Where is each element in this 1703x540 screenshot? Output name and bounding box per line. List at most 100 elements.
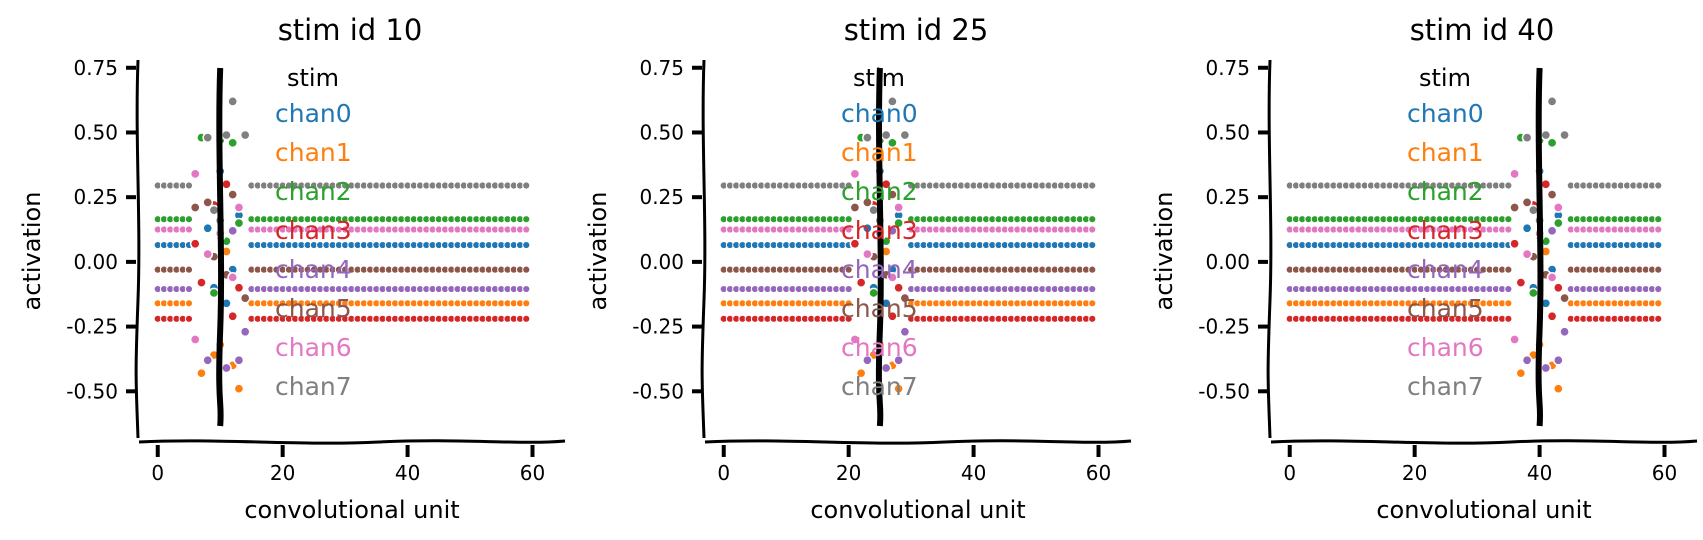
- legend-title: stim: [287, 64, 339, 92]
- data-point: [1546, 272, 1558, 283]
- data-point: [1509, 202, 1520, 213]
- data-point: [1546, 189, 1558, 200]
- data-point: [522, 265, 531, 274]
- data-point: [1654, 299, 1663, 308]
- data-point: [196, 277, 207, 288]
- data-point: [522, 240, 531, 250]
- data-point: [233, 354, 245, 366]
- x-tick-label: 20: [1402, 461, 1427, 485]
- data-point: [1552, 217, 1564, 229]
- legend: stim chan0 chan1 chan2 chan3 chan4 chan5 chan6 c…: [841, 64, 918, 401]
- data-point: [1654, 215, 1663, 224]
- y-axis-label: activation: [584, 192, 612, 311]
- data-point: [1552, 354, 1564, 366]
- y-tick-label: 0.00: [73, 250, 118, 274]
- data-point: [208, 204, 220, 216]
- legend-entry-chan3: chan3: [275, 216, 352, 245]
- data-point: [1504, 181, 1513, 190]
- data-point: [189, 168, 201, 180]
- data-point: [893, 354, 904, 366]
- legend-title: stim: [853, 64, 905, 92]
- data-point: [1654, 240, 1663, 250]
- data-point: [862, 222, 873, 234]
- chart-title: stim id 40: [1410, 13, 1555, 47]
- legend-entry-chan2: chan2: [1407, 177, 1484, 206]
- data-point: [893, 217, 904, 229]
- data-point: [1654, 284, 1663, 294]
- data-point: [849, 168, 861, 180]
- data-point: [1654, 314, 1663, 323]
- y-tick-label: 0.50: [73, 120, 118, 144]
- y-tick-label: 0.00: [1205, 250, 1250, 274]
- data-point: [1509, 168, 1520, 180]
- legend-entry-chan3: chan3: [841, 216, 918, 245]
- x-axis-spine: [1270, 439, 1698, 445]
- data-point: [522, 225, 531, 234]
- data-point: [233, 383, 245, 395]
- y-tick-label: -0.25: [632, 315, 684, 339]
- data-point: [1546, 137, 1558, 149]
- x-tick-label: 40: [961, 461, 986, 485]
- legend-entry-chan3: chan3: [1407, 216, 1484, 245]
- series-chan3: [1285, 178, 1663, 323]
- data-point: [862, 197, 873, 208]
- y-tick-label: 0.75: [1205, 56, 1250, 80]
- legend-entry-chan7: chan7: [841, 372, 918, 401]
- data-point: [1504, 314, 1513, 323]
- data-point: [227, 137, 239, 149]
- data-point: [1540, 178, 1552, 190]
- data-point: [844, 265, 853, 274]
- data-point: [1654, 225, 1663, 234]
- data-point: [855, 277, 867, 288]
- x-tick-label: 0: [1283, 461, 1296, 485]
- data-point: [844, 284, 853, 294]
- data-point: [887, 310, 898, 322]
- data-point: [1088, 181, 1097, 190]
- y-axis-spine: [134, 59, 141, 439]
- data-point: [189, 202, 201, 213]
- data-point: [522, 181, 531, 190]
- data-point: [1521, 132, 1533, 143]
- data-point: [1552, 202, 1564, 213]
- x-tick-label: 20: [836, 461, 861, 485]
- data-point: [522, 215, 531, 224]
- data-point: [844, 215, 853, 224]
- legend-entry-chan0: chan0: [841, 99, 918, 128]
- x-tick-label: 60: [520, 461, 545, 485]
- series-chan4: [719, 225, 1097, 374]
- series-chan7: [1285, 96, 1663, 226]
- series-chan0: [719, 165, 1097, 309]
- y-axis-label: activation: [1150, 192, 1178, 311]
- data-point: [887, 272, 898, 283]
- data-point: [208, 287, 220, 299]
- data-point: [1515, 367, 1527, 379]
- data-point: [1509, 334, 1520, 345]
- data-point: [1559, 292, 1570, 304]
- legend-entry-chan2: chan2: [275, 177, 352, 206]
- data-point: [1504, 215, 1513, 224]
- stim-line: [1535, 67, 1544, 427]
- legend-entry-chan2: chan2: [841, 177, 918, 206]
- data-point: [202, 222, 214, 234]
- series-chan7: [153, 96, 531, 226]
- data-point: [1088, 225, 1097, 234]
- data-point: [862, 132, 873, 143]
- data-point: [184, 215, 194, 224]
- series-chan5: [1285, 189, 1663, 304]
- series-chan3: [719, 178, 1097, 323]
- legend-title: stim: [1419, 64, 1471, 92]
- legend-entry-chan7: chan7: [275, 372, 352, 401]
- data-point: [522, 299, 531, 308]
- stim-line: [216, 67, 225, 427]
- series-chan6: [719, 168, 1097, 345]
- data-point: [887, 189, 898, 200]
- data-point: [233, 282, 245, 294]
- x-tick-label: 0: [151, 461, 164, 485]
- x-tick-label: 60: [1652, 461, 1677, 485]
- y-axis-spine: [1266, 59, 1273, 439]
- data-point: [227, 225, 239, 237]
- data-point: [189, 334, 201, 345]
- data-point: [1088, 314, 1097, 323]
- y-tick-label: -0.25: [66, 315, 118, 339]
